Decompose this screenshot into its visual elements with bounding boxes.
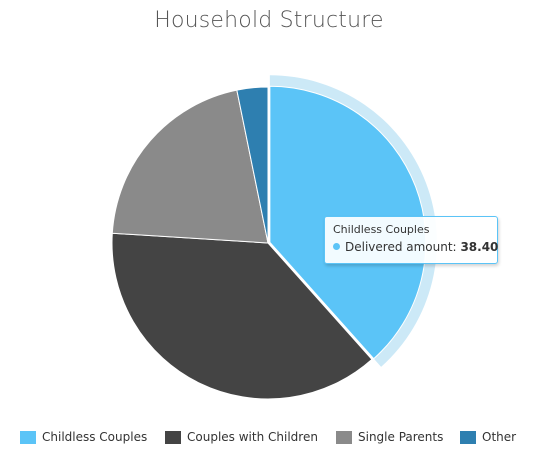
legend-swatch (20, 430, 36, 444)
tooltip-header: Childless Couples (333, 223, 430, 236)
tooltip: Childless Couples Delivered amount: 38.4… (324, 216, 498, 264)
legend-label: Other (482, 430, 517, 444)
pie-slice-couples-with-children[interactable] (111, 232, 373, 400)
chart-title: Household Structure (154, 8, 384, 33)
pie-slices (111, 85, 427, 400)
legend-label: Childless Couples (42, 430, 148, 444)
legend-item-single-parents[interactable]: Single Parents (336, 427, 443, 447)
tooltip-value: 38.40 (460, 240, 499, 254)
legend: Childless Couples Couples with Children … (0, 427, 538, 447)
legend-label: Couples with Children (187, 430, 318, 444)
legend-item-other[interactable]: Other (460, 427, 516, 447)
tooltip-series-dot-icon (333, 243, 340, 250)
legend-swatch (460, 430, 476, 444)
tooltip-row: Delivered amount: 38.40 (333, 238, 498, 256)
tooltip-series-label: Delivered amount: (345, 240, 457, 254)
legend-label: Single Parents (358, 430, 444, 444)
pie-slice-single-parents[interactable] (111, 89, 269, 244)
pie-slice-other[interactable] (236, 86, 269, 244)
legend-item-couples-with-children[interactable]: Couples with Children (165, 427, 318, 447)
legend-item-childless-couples[interactable]: Childless Couples (20, 427, 147, 447)
legend-swatch (165, 430, 181, 444)
legend-swatch (336, 430, 352, 444)
